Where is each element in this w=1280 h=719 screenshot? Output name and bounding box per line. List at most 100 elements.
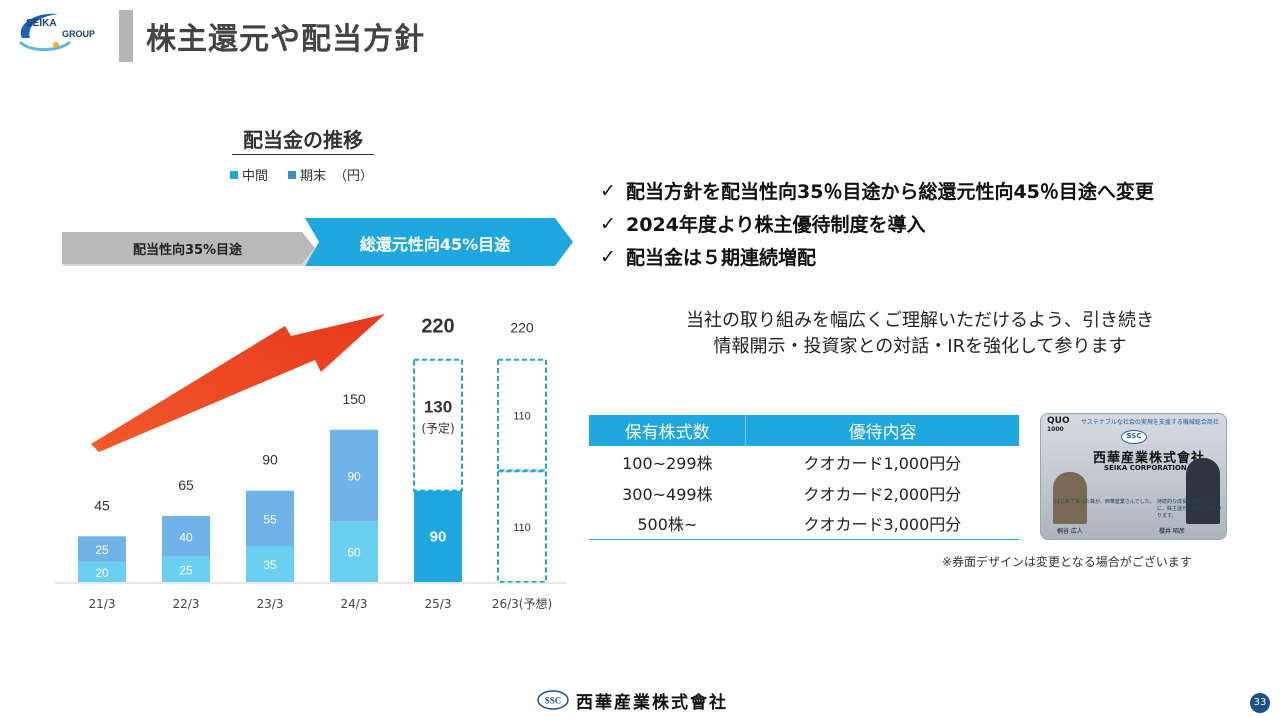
svg-text:SEIKA: SEIKA: [26, 18, 57, 29]
card-company-jp: 西華産業株式會社: [1093, 451, 1206, 466]
bar-interim: [246, 546, 294, 582]
card-note-left: はじめて買った株が、西華産業さんでした。: [1055, 499, 1155, 505]
ir-message-line2: 情報開示・投資家との対話・IRを強化して参ります: [713, 336, 1127, 357]
x-tick-label: 22/3: [173, 597, 200, 611]
legend-label-year-end: 期末: [300, 169, 327, 184]
legend-label-interim: 中間: [242, 169, 269, 184]
data-label-year-end: 55: [263, 513, 277, 527]
data-label-interim: 90: [430, 528, 447, 545]
bar-interim-forecast: [497, 470, 547, 584]
person-left-icon: [1053, 472, 1087, 524]
bar-interim: [78, 561, 126, 582]
bar-year-end: [246, 490, 294, 547]
policy-new-arrow: [305, 218, 573, 266]
quo-card-image: QUO 1000 サステナブルな社会の実現を支援する機械総合商社 SSC 西華産…: [1040, 413, 1227, 540]
data-label-interim: 35: [263, 558, 277, 572]
quo-card-banner: サステナブルな社会の実現を支援する機械総合商社: [1081, 419, 1219, 426]
data-label-year-end: 90: [347, 469, 361, 483]
ssc-footer-logo-icon: SSC: [537, 690, 569, 710]
data-label-total: 65: [178, 477, 194, 493]
bar-year-end-forecast: [497, 358, 547, 472]
policy-old-label: 配当性向35%目途: [132, 243, 243, 258]
bar-year-end-planned: [413, 358, 463, 492]
legend-item-year-end: 期末 （円）: [288, 165, 373, 184]
data-label-interim: 20: [95, 566, 109, 580]
legend-swatch-year-end: [288, 170, 297, 179]
data-label-year-end: 110: [513, 411, 531, 423]
bar-interim: [330, 521, 378, 582]
data-label-total: 220: [421, 316, 454, 338]
svg-text:SSC: SSC: [545, 696, 562, 706]
cell-shares: 300~499株: [622, 484, 713, 504]
card-name-right: 櫻井 昭彦: [1159, 528, 1185, 535]
bullet-text: 配当金は５期連続増配: [626, 247, 817, 269]
data-label-interim: 25: [179, 563, 193, 577]
cell-benefit: クオカード1,000円分: [803, 453, 962, 473]
card-name-left: 桐谷 広人: [1057, 528, 1083, 535]
shareholder-benefit-table: 保有株式数 優待内容 100~299株 クオカード1,000円分 300~499…: [589, 415, 1019, 540]
ssc-logo-icon: SSC: [1121, 430, 1147, 444]
check-icon: ✓: [600, 245, 616, 268]
bar-year-end: [330, 429, 378, 522]
quo-brand: QUO 1000: [1047, 416, 1070, 433]
cell-shares: 100~299株: [622, 453, 713, 473]
x-tick-label: 23/3: [257, 597, 284, 611]
seika-group-logo: SEIKA GROUP: [12, 8, 104, 56]
title-accent-bar: [119, 10, 133, 62]
data-label-interim: 60: [347, 546, 361, 560]
data-label-year-end: 130: [424, 398, 452, 417]
legend-item-interim: 中間: [230, 165, 268, 184]
data-label-year-end: 25: [95, 543, 109, 557]
bullet-item: ✓ 2024年度より株主優待制度を導入: [600, 207, 1154, 240]
bullet-item: ✓ 配当方針を配当性向35％目途から総還元性向45％目途へ変更: [600, 174, 1154, 207]
bar-year-end: [162, 516, 210, 557]
page-title: 株主還元や配当方針: [146, 22, 425, 57]
page-number: 33: [1250, 693, 1270, 713]
table-header-row: 保有株式数 優待内容: [589, 415, 1019, 446]
bar-year-end: [78, 536, 126, 562]
data-label-year-end: 40: [179, 530, 193, 544]
x-tick-label: 26/3(予想): [492, 596, 552, 611]
card-design-note: ※券面デザインは変更となる場合がございます: [942, 555, 1192, 569]
table-row: 100~299株 クオカード1,000円分: [589, 446, 1019, 477]
x-tick-label: 24/3: [341, 597, 368, 611]
legend-swatch-interim: [230, 170, 238, 179]
policy-bullet-list: ✓ 配当方針を配当性向35％目途から総還元性向45％目途へ変更 ✓ 2024年度より…: [600, 174, 1154, 273]
check-icon: ✓: [600, 179, 616, 202]
person-right-icon: [1186, 458, 1220, 524]
data-label-total: 150: [342, 391, 366, 407]
card-company-en: SEIKA CORPORATION: [1104, 464, 1187, 472]
bullet-text: 配当方針を配当性向35％目途から総還元性向45％目途へ変更: [626, 181, 1154, 203]
data-label-total: 90: [262, 452, 278, 468]
table-row: 300~499株 クオカード2,000円分: [589, 477, 1019, 508]
svg-text:GROUP: GROUP: [62, 29, 95, 39]
ir-message: 当社の取り組みを幅広くご理解いただけるよう、引き続き 情報開示・投資家との対話・…: [600, 308, 1240, 360]
card-note-right: 持続的な成長を図るとともに、株主還元を強化してまいります。: [1157, 499, 1222, 519]
header-shares: 保有株式数: [589, 415, 747, 446]
check-icon: ✓: [600, 212, 616, 235]
bullet-item: ✓ 配当金は５期連続増配: [600, 240, 1154, 273]
legend-unit: （円）: [334, 169, 374, 184]
cell-shares: 500株~: [589, 508, 746, 540]
data-label-total: 220: [510, 320, 534, 336]
footer-company-name: 西華産業株式會社: [576, 693, 728, 713]
table-row: 500株~ クオカード3,000円分: [589, 508, 1019, 540]
x-tick-label: 21/3: [89, 597, 116, 611]
growth-arrow-icon: [91, 314, 385, 452]
policy-old-arrow: [62, 232, 317, 266]
planned-note: (予定): [421, 421, 454, 436]
data-label-total: 45: [94, 497, 110, 513]
cell-benefit: クオカード2,000円分: [803, 484, 962, 504]
dividend-chart: 20 25 45 25 40 65 35 55 90 60 90 150 90 130 (予定) 220 110…: [55, 314, 567, 611]
policy-new-label: 総還元性向45%目途: [359, 235, 511, 254]
ir-message-line1: 当社の取り組みを幅広くご理解いただけるよう、引き続き: [686, 310, 1154, 331]
header-benefit: 優待内容: [745, 415, 1019, 446]
chart-legend: 中間 期末 （円）: [230, 165, 373, 184]
chart-title: 配当金の推移: [232, 124, 374, 155]
bullet-text: 2024年度より株主優待制度を導入: [626, 214, 926, 236]
bar-interim: [414, 490, 462, 582]
data-label-interim: 110: [513, 522, 531, 534]
cell-benefit: クオカード3,000円分: [745, 508, 1019, 540]
bar-interim: [162, 556, 210, 582]
x-tick-label: 25/3: [425, 597, 452, 611]
